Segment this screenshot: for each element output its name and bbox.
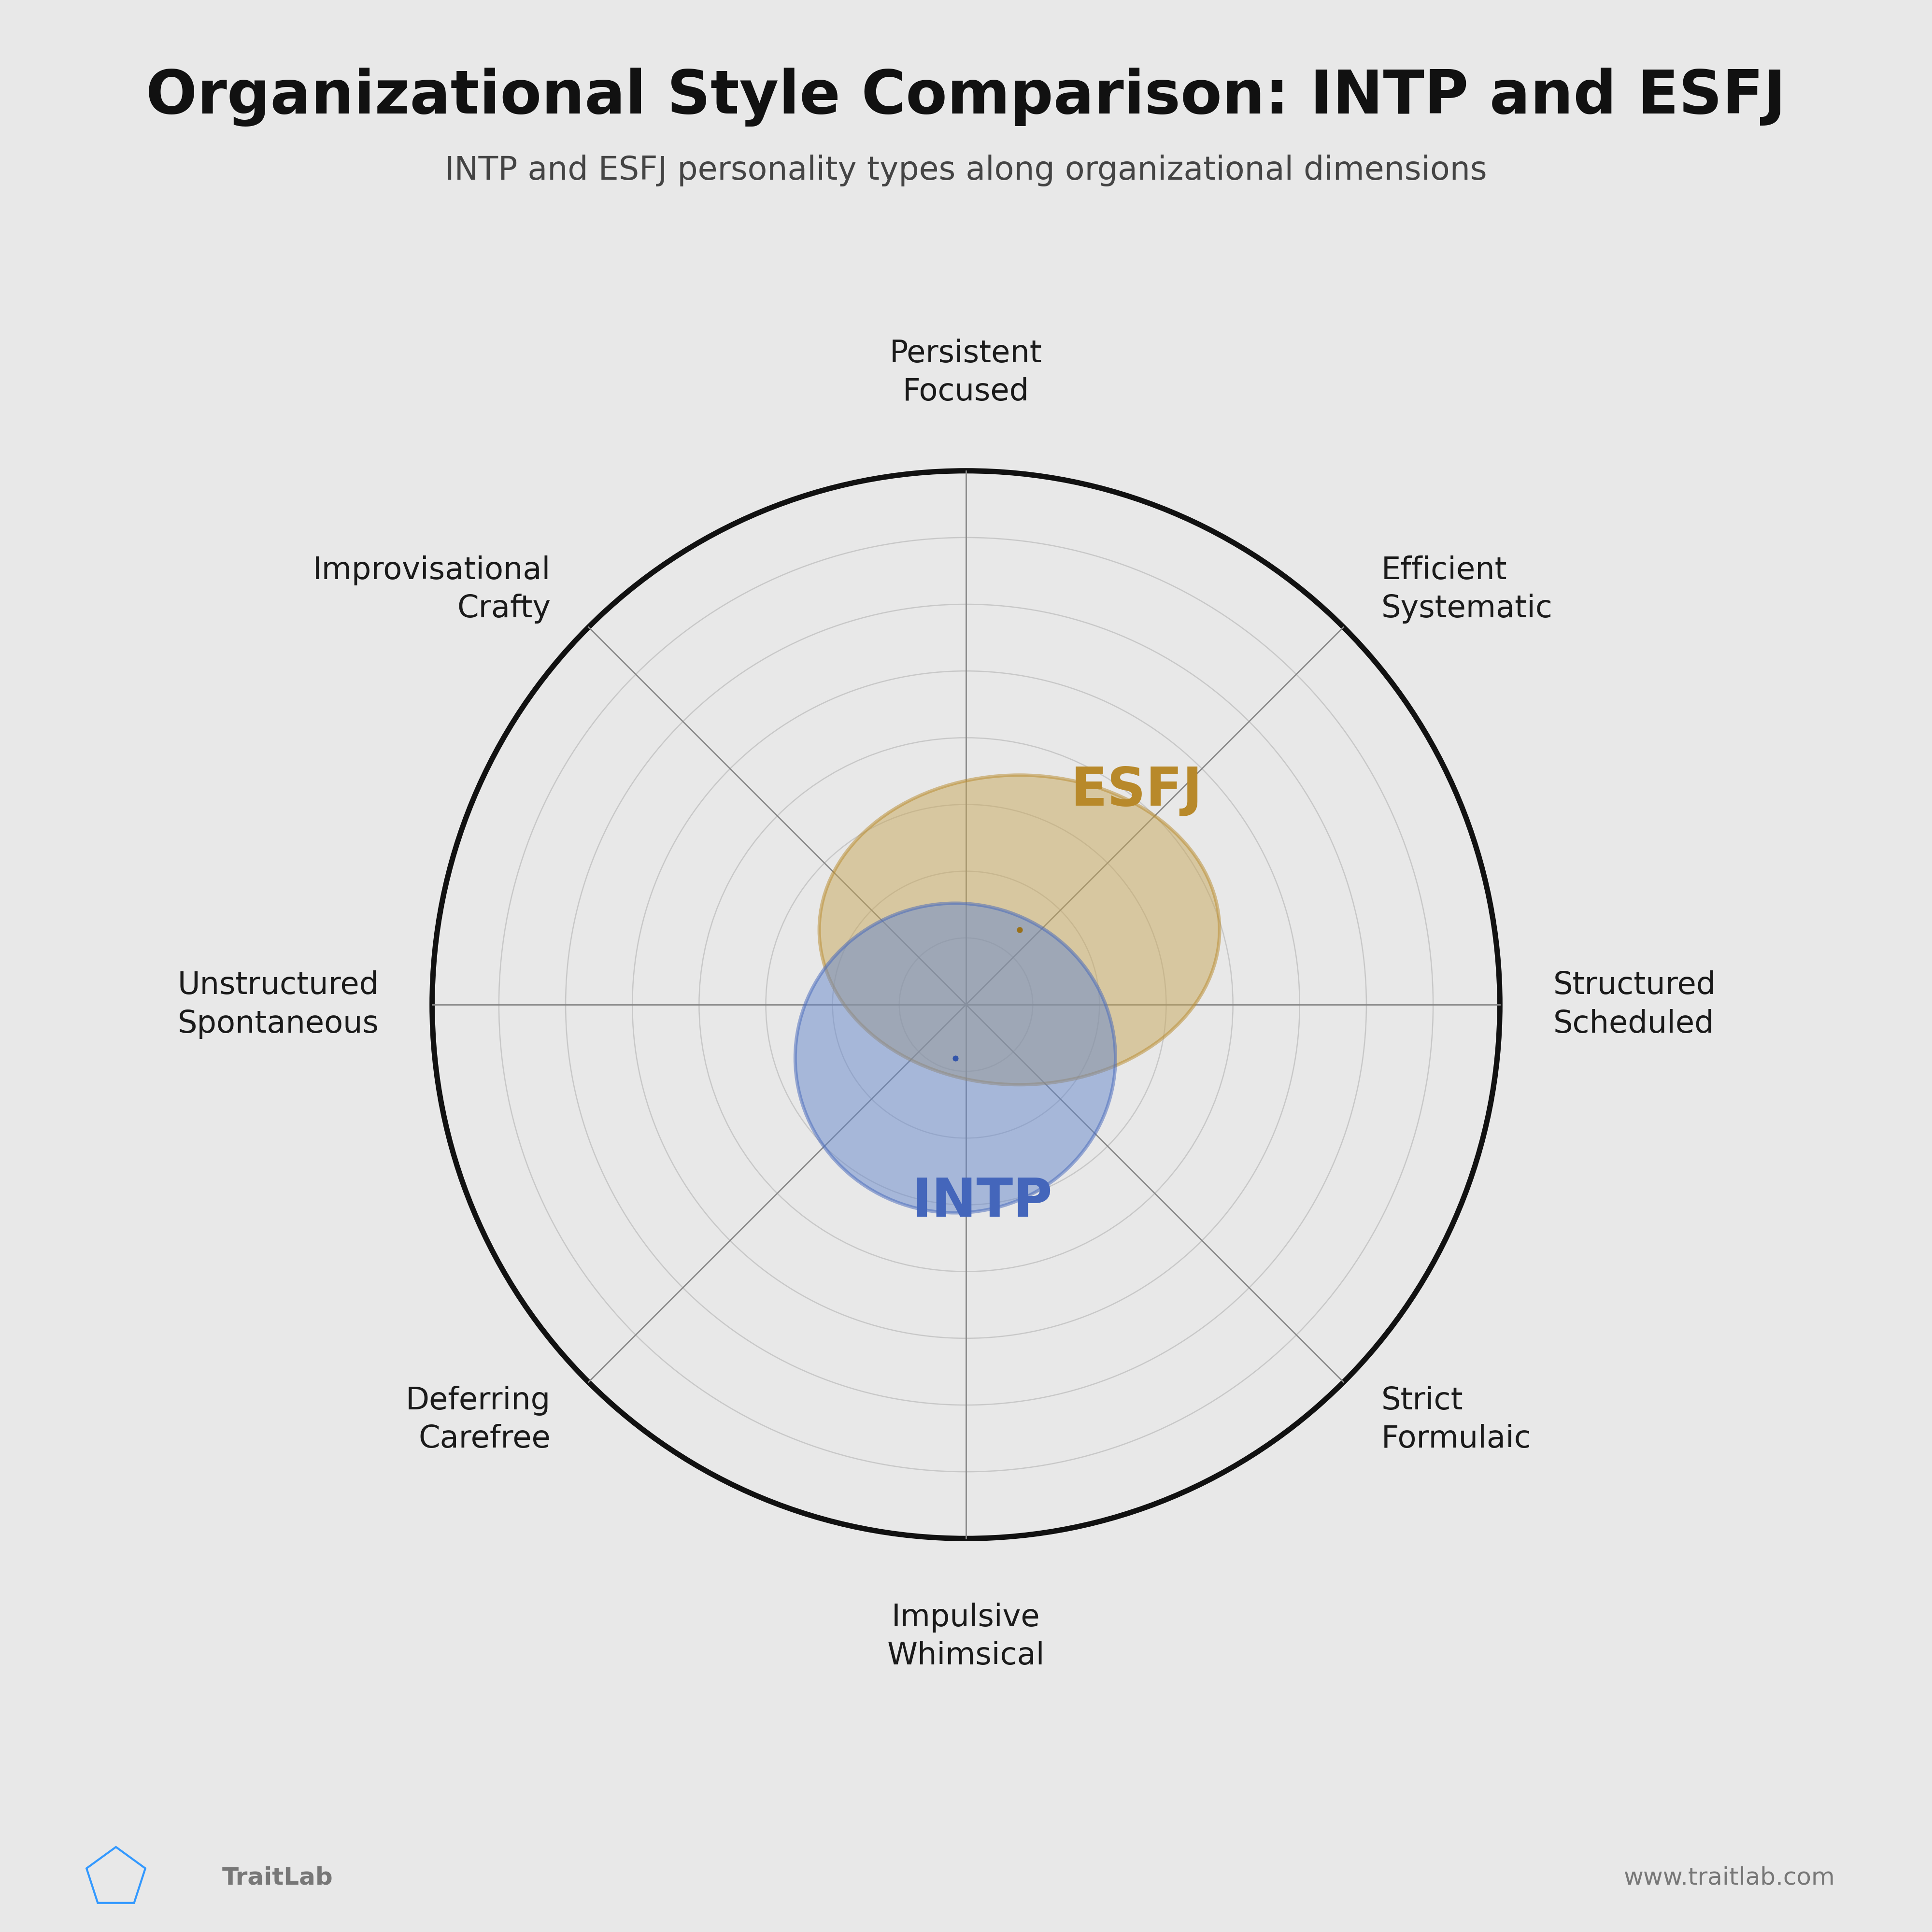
Text: Impulsive
Whimsical: Impulsive Whimsical xyxy=(887,1602,1045,1671)
Text: INTP: INTP xyxy=(912,1177,1053,1229)
Text: Strict
Formulaic: Strict Formulaic xyxy=(1381,1385,1532,1455)
Text: Deferring
Carefree: Deferring Carefree xyxy=(406,1385,551,1455)
Text: INTP and ESFJ personality types along organizational dimensions: INTP and ESFJ personality types along or… xyxy=(444,155,1488,187)
Text: Structured
Scheduled: Structured Scheduled xyxy=(1553,970,1716,1039)
Text: Organizational Style Comparison: INTP and ESFJ: Organizational Style Comparison: INTP an… xyxy=(147,68,1785,128)
Text: Efficient
Systematic: Efficient Systematic xyxy=(1381,554,1553,624)
Text: www.traitlab.com: www.traitlab.com xyxy=(1625,1866,1835,1889)
Point xyxy=(939,1043,970,1074)
Text: TraitLab: TraitLab xyxy=(222,1866,332,1889)
Text: ESFJ: ESFJ xyxy=(1070,765,1204,817)
Text: Improvisational
Crafty: Improvisational Crafty xyxy=(313,554,551,624)
Point xyxy=(1005,914,1036,945)
Polygon shape xyxy=(87,1847,145,1903)
Ellipse shape xyxy=(796,904,1115,1213)
Text: Persistent
Focused: Persistent Focused xyxy=(891,338,1041,408)
Ellipse shape xyxy=(819,775,1219,1084)
Text: Unstructured
Spontaneous: Unstructured Spontaneous xyxy=(178,970,379,1039)
